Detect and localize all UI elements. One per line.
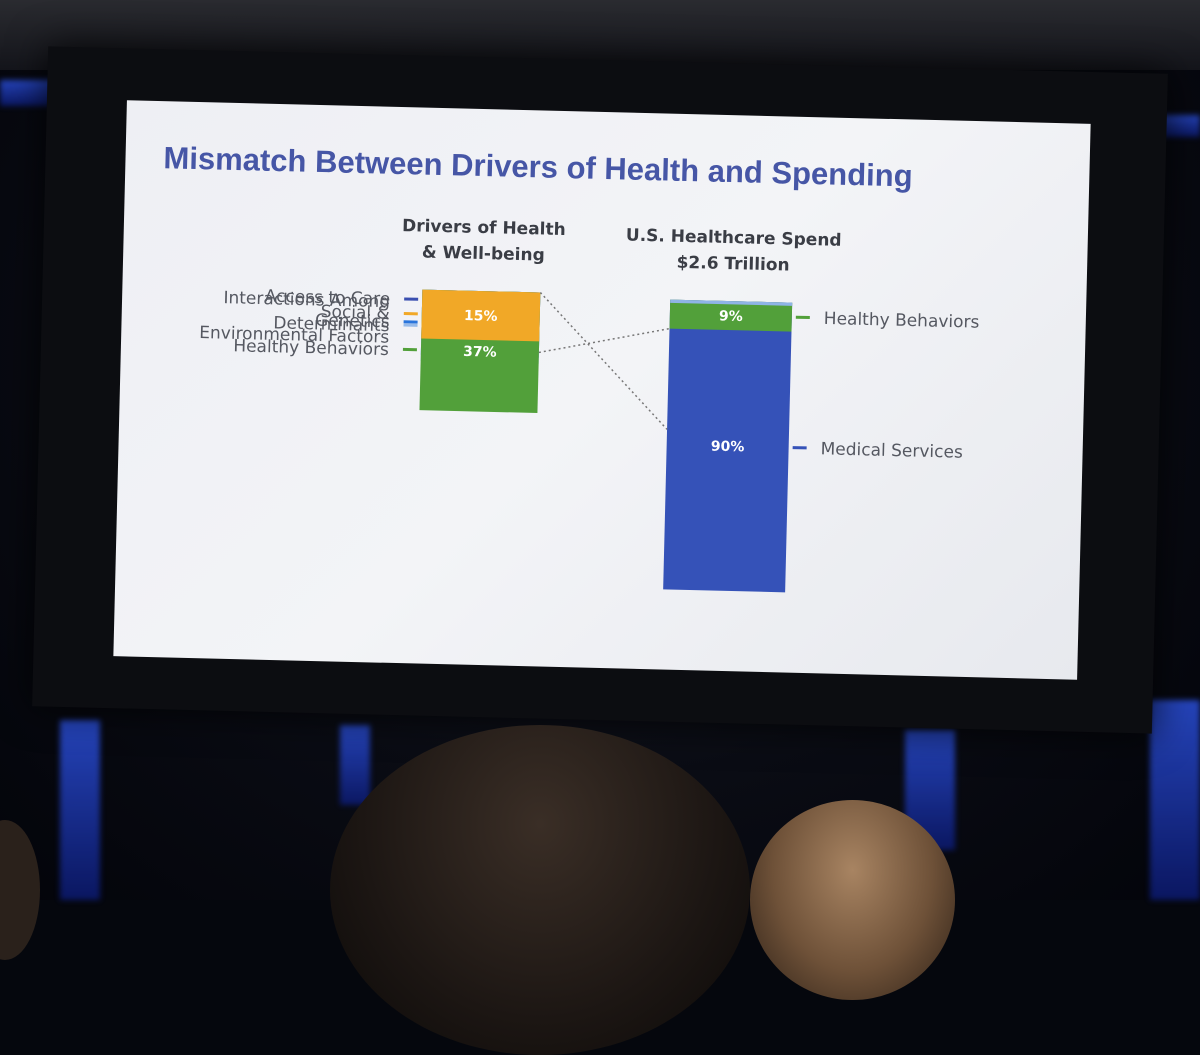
bar-2-heading-line-1: U.S. Healthcare Spend <box>626 226 842 251</box>
presentation-photo: Mismatch Between Drivers of Health and S… <box>0 0 1200 900</box>
bar-2-category-label-1: Medical Services <box>820 439 963 462</box>
bar-2-value-label-2: 9% <box>719 308 743 325</box>
stacked-bar-chart: Mismatch Between Drivers of Health and S… <box>113 100 1090 679</box>
bar-1-value-label-5: 15% <box>464 308 498 325</box>
bar-1-value-label-4: 37% <box>463 344 497 361</box>
stage-pillar-2 <box>340 725 370 805</box>
bar-1-category-label-4: Healthy Behaviors <box>233 336 389 360</box>
connector-line-top <box>537 292 670 429</box>
stage-pillar-1 <box>60 720 100 900</box>
bar-1-category-label-5-line-2: Determinants <box>273 313 390 336</box>
bar-2-category-label-2: Healthy Behaviors <box>824 309 980 333</box>
audience-head-left <box>330 725 750 1055</box>
stage-pillar-4 <box>1150 700 1200 900</box>
chart-title: Mismatch Between Drivers of Health and S… <box>163 140 913 193</box>
bar-2-heading-line-2: $2.6 Trillion <box>676 253 790 276</box>
slide: Mismatch Between Drivers of Health and S… <box>113 100 1090 679</box>
bar-2-value-label-1: 90% <box>711 439 745 456</box>
bar-1-heading-line-1: Drivers of Health <box>402 216 566 240</box>
audience-head-right <box>750 800 955 1000</box>
bar-1-category-label-5-line-1: Interactions Among <box>223 288 390 312</box>
bar-1-heading-line-2: & Well-being <box>422 243 545 266</box>
connector-line-bottom <box>539 325 670 355</box>
